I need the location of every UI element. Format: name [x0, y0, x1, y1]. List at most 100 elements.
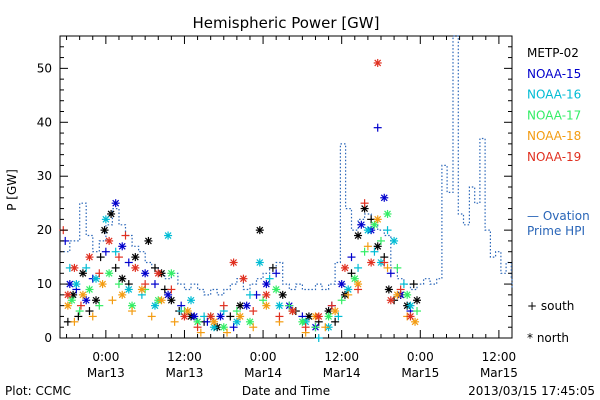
point-noaa-19-south — [141, 280, 150, 289]
y-tick-label: 50 — [37, 61, 52, 75]
point-noaa-16-south — [314, 334, 323, 342]
point-noaa-15-north — [380, 193, 389, 202]
point-noaa-16-south — [334, 312, 343, 321]
point-noaa-19-south — [360, 199, 369, 208]
point-noaa-15-north — [118, 242, 127, 251]
point-noaa-18-north — [98, 280, 107, 289]
point-noaa-18-south — [170, 317, 179, 326]
point-noaa-19-north — [239, 274, 248, 283]
point-noaa-19-south — [95, 269, 104, 278]
x-tick-label-date: Mar13 — [87, 366, 125, 380]
point-noaa-15-south — [229, 323, 238, 332]
point-noaa-17-south — [114, 280, 123, 289]
point-metp-02-south — [74, 312, 83, 321]
point-noaa-16-south — [111, 247, 120, 256]
x-tick-label-date: Mar13 — [166, 366, 204, 380]
point-noaa-18-south — [147, 312, 156, 321]
point-noaa-17-north — [128, 301, 137, 310]
x-axis-label: Date and Time — [242, 384, 330, 398]
point-noaa-19-south — [275, 312, 284, 321]
x-tick-label-date: Mar15 — [401, 366, 439, 380]
point-noaa-15-south — [150, 280, 159, 289]
plot-area — [59, 35, 513, 339]
point-noaa-18-south — [70, 317, 79, 326]
point-metp-02-north — [354, 231, 363, 240]
point-noaa-17-north — [350, 274, 359, 283]
point-noaa-16-south — [383, 226, 392, 235]
point-noaa-19-south — [121, 231, 130, 240]
point-noaa-19-south — [396, 285, 405, 294]
point-noaa-18-south — [128, 307, 137, 316]
x-tick-label-time: 0:00 — [250, 350, 277, 364]
legend-noaa-17: NOAA-17 — [527, 108, 581, 122]
point-noaa-19-south — [114, 253, 123, 262]
point-noaa-17-north — [85, 285, 94, 294]
point-metp-02-north — [144, 236, 153, 245]
point-noaa-15-south — [124, 258, 133, 267]
point-noaa-15-north — [216, 312, 225, 321]
point-noaa-15-north — [141, 269, 150, 278]
y-tick-label: 40 — [37, 115, 52, 129]
legend: METP-02 NOAA-15 NOAA-16 NOAA-17 NOAA-18 NOAA-… — [527, 46, 581, 164]
plot-credit: Plot: CCMC — [5, 384, 71, 398]
point-noaa-19-north — [206, 312, 215, 321]
point-noaa-19-south — [249, 307, 258, 316]
point-noaa-18-north — [63, 301, 72, 310]
point-noaa-17-north — [219, 323, 228, 332]
scatter-marks — [59, 58, 422, 342]
point-metp-02-north — [131, 253, 140, 262]
point-noaa-19-north — [367, 258, 376, 267]
point-noaa-15-north — [262, 280, 271, 289]
point-metp-02-south — [347, 269, 356, 278]
point-noaa-19-north — [314, 312, 323, 321]
point-noaa-15-north — [337, 280, 346, 289]
point-noaa-16-south — [82, 263, 91, 272]
point-noaa-16-south — [399, 280, 408, 289]
point-noaa-16-north — [72, 280, 81, 289]
point-noaa-16-north — [124, 285, 133, 294]
point-noaa-17-north — [383, 209, 392, 218]
point-metp-02-north — [78, 269, 87, 278]
point-noaa-18-south — [344, 290, 353, 299]
point-noaa-16-north — [344, 285, 353, 294]
point-noaa-19-north — [85, 253, 94, 262]
point-noaa-18-north — [78, 290, 87, 299]
point-noaa-19-north — [180, 312, 189, 321]
legend-noaa-16: NOAA-16 — [527, 88, 581, 102]
point-noaa-16-north — [187, 296, 196, 305]
point-noaa-19-south — [354, 285, 363, 294]
point-metp-02-north — [373, 242, 382, 251]
point-noaa-19-north — [154, 269, 163, 278]
y-tick-label: 30 — [37, 169, 52, 183]
point-metp-02-north — [100, 226, 109, 235]
point-noaa-17-south — [360, 247, 369, 256]
point-noaa-19-north — [70, 263, 79, 272]
point-noaa-17-south — [376, 236, 385, 245]
point-noaa-16-north — [150, 301, 159, 310]
point-noaa-17-south — [311, 323, 320, 332]
point-noaa-18-north — [331, 307, 340, 316]
point-noaa-19-south — [167, 285, 176, 294]
point-noaa-15-north — [190, 312, 199, 321]
point-noaa-17-north — [370, 220, 379, 229]
point-noaa-16-south — [265, 274, 274, 283]
point-metp-02-north — [92, 296, 101, 305]
point-noaa-15-north — [82, 296, 91, 305]
legend-noaa-15: NOAA-15 — [527, 67, 581, 81]
point-noaa-15-north — [164, 290, 173, 299]
point-noaa-17-north — [403, 290, 412, 299]
point-noaa-18-south — [108, 296, 117, 305]
point-noaa-16-south — [370, 247, 379, 256]
point-metp-02-south — [150, 263, 159, 272]
legend-south: + south — [527, 299, 574, 313]
point-noaa-16-south — [354, 263, 363, 272]
legend-noaa-18: NOAA-18 — [527, 129, 581, 143]
point-metp-02-south — [111, 263, 120, 272]
point-noaa-19-south — [219, 301, 228, 310]
point-noaa-17-north — [324, 312, 333, 321]
point-metp-02-north — [413, 296, 422, 305]
point-noaa-19-north — [340, 263, 349, 272]
point-noaa-18-north — [262, 301, 271, 310]
x-tick-label-time: 12:00 — [167, 350, 202, 364]
